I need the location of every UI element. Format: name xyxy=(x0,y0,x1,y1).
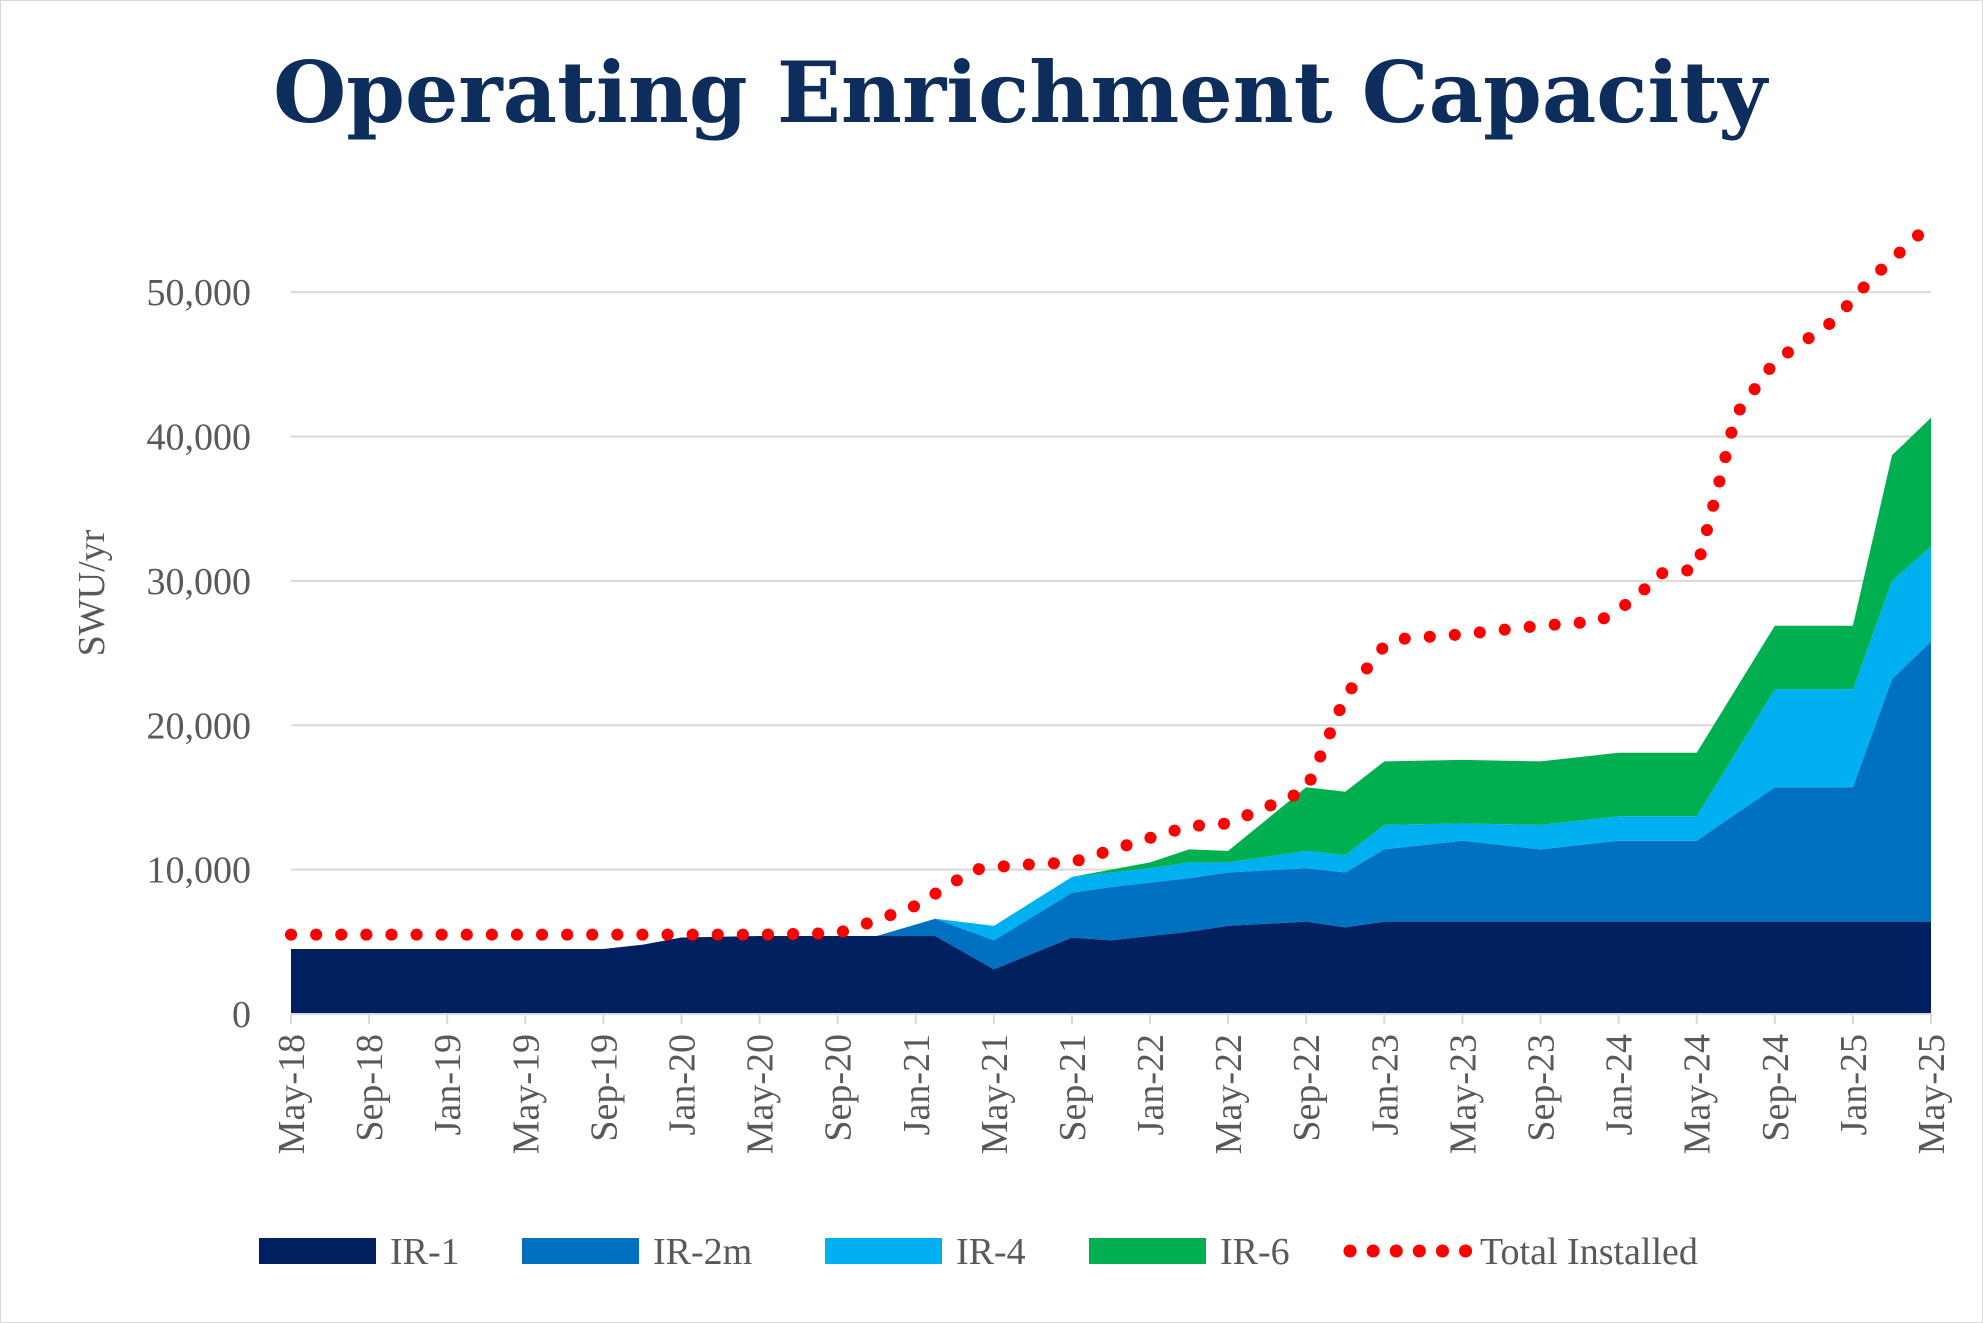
x-tick-label: May-22 xyxy=(1208,1034,1250,1154)
y-tick-label: 40,000 xyxy=(147,417,252,459)
x-tick-label: Sep-22 xyxy=(1286,1034,1328,1142)
legend-label-ir-2m: IR-2m xyxy=(653,1231,752,1273)
x-tick-label: May-23 xyxy=(1442,1034,1484,1154)
x-tick-label: Jan-20 xyxy=(661,1034,703,1135)
x-tick-label: May-21 xyxy=(974,1034,1016,1154)
legend-swatch-ir-2m xyxy=(522,1238,639,1264)
x-tick-label: May-24 xyxy=(1677,1034,1719,1154)
legend-swatch-ir-4 xyxy=(825,1238,942,1264)
y-tick-label: 20,000 xyxy=(147,705,252,747)
legend-label-total-installed: Total Installed xyxy=(1480,1231,1698,1273)
legend-swatch-ir-6 xyxy=(1089,1238,1206,1264)
y-tick-label: 0 xyxy=(232,994,251,1036)
x-tick-label: Jan-21 xyxy=(896,1034,938,1135)
y-tick-label: 50,000 xyxy=(147,272,252,314)
x-tick-label: Sep-21 xyxy=(1052,1034,1094,1142)
legend-label-ir-6: IR-6 xyxy=(1220,1231,1290,1273)
x-tick-label: Jan-24 xyxy=(1599,1034,1641,1135)
y-tick-label: 10,000 xyxy=(147,850,252,892)
x-tick-label: Sep-19 xyxy=(583,1034,625,1142)
stacked-areas xyxy=(291,417,1931,1014)
area-ir-1 xyxy=(291,921,1931,1014)
legend-swatch-ir-1 xyxy=(259,1238,376,1264)
x-tick-label: Sep-24 xyxy=(1755,1034,1797,1142)
legend-label-ir-1: IR-1 xyxy=(390,1231,460,1273)
chart-title: Operating Enrichment Capacity xyxy=(273,43,1769,142)
x-tick-label: Jan-23 xyxy=(1364,1034,1406,1135)
y-axis: 0 10,000 20,000 30,000 40,000 50,000 xyxy=(147,272,252,1036)
x-axis: May-18 Sep-18 Jan-19 May-19 Sep-19 Jan-20 May-… xyxy=(271,1013,1953,1154)
x-tick-label: Sep-20 xyxy=(818,1034,860,1142)
area-ir-6 xyxy=(291,417,1931,949)
x-tick-label: May-19 xyxy=(505,1034,547,1154)
x-tick-label: Jan-19 xyxy=(427,1034,469,1135)
x-tick-label: May-20 xyxy=(740,1034,782,1154)
x-tick-label: May-18 xyxy=(271,1034,313,1154)
area-ir-2m xyxy=(291,641,1931,970)
x-tick-label: Sep-23 xyxy=(1521,1034,1563,1142)
y-axis-label: SWU/yr xyxy=(71,529,113,656)
legend: IR-1 IR-2m IR-4 IR-6 Total Installed xyxy=(259,1231,1698,1273)
x-tick-label: May-25 xyxy=(1911,1034,1953,1154)
legend-label-ir-4: IR-4 xyxy=(956,1231,1026,1273)
x-tick-label: Sep-18 xyxy=(349,1034,391,1142)
y-tick-label: 30,000 xyxy=(147,561,252,603)
x-tick-label: Jan-22 xyxy=(1130,1034,1172,1135)
x-tick-label: Jan-25 xyxy=(1833,1034,1875,1135)
